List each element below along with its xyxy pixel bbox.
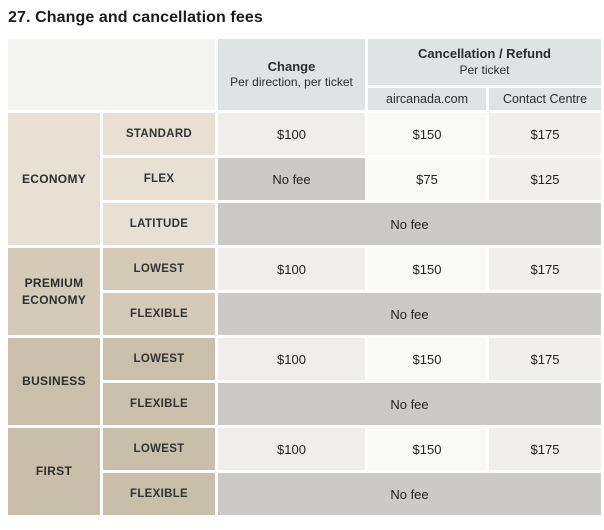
cabin-cell-first-label: FIRST	[35, 464, 73, 479]
fee-cell-premium-economy-flexible-all: No fee	[218, 293, 601, 335]
fee-cell-economy-standard-web-label: $150	[412, 126, 442, 142]
channel-label-contact: Contact Centre	[502, 92, 588, 106]
fare-cell-business-lowest: LOWEST	[103, 338, 215, 380]
fee-cell-business-lowest-change: $100	[218, 338, 365, 380]
header-change-column: Change Per direction, per ticket	[218, 39, 365, 110]
fare-cell-economy-latitude: LATITUDE	[103, 203, 215, 245]
fee-cell-premium-economy-lowest-contact: $175	[489, 248, 601, 290]
cabin-cell-business: BUSINESS	[8, 338, 100, 425]
fee-cell-economy-standard-change-label: $100	[277, 126, 306, 142]
fee-cell-economy-standard-contact-label: $175	[530, 126, 560, 142]
fare-cell-economy-latitude-label: LATITUDE	[129, 218, 189, 230]
channel-label-web: aircanada.com	[386, 92, 468, 106]
fare-cell-economy-standard: STANDARD	[103, 113, 215, 155]
fare-cell-business-flexible: FLEXIBLE	[103, 383, 215, 425]
page-title: 27. Change and cancellation fees	[8, 9, 263, 26]
fee-cell-premium-economy-lowest-web: $150	[368, 248, 486, 290]
fee-cell-economy-flex-change-label: No fee	[272, 171, 311, 187]
fee-cell-business-flexible-all-label: No fee	[390, 396, 429, 412]
fee-cell-first-flexible-all-label: No fee	[390, 486, 429, 502]
fee-cell-first-lowest-web-label: $150	[412, 441, 442, 457]
fee-cell-first-lowest-contact: $175	[489, 428, 601, 470]
fee-cell-premium-economy-lowest-change: $100	[218, 248, 365, 290]
header-cancellation-column: Cancellation / Refund Per ticket	[368, 39, 601, 85]
fee-cell-business-lowest-contact: $175	[489, 338, 601, 380]
cabin-cell-premium-economy: PREMIUM ECONOMY	[8, 248, 100, 335]
fee-cell-economy-latitude-all: No fee	[218, 203, 601, 245]
fare-cell-business-flexible-label: FLEXIBLE	[130, 398, 188, 410]
fee-cell-economy-flex-web-label: $75	[416, 171, 438, 187]
fee-table: Change Per direction, per ticket Cancell…	[8, 39, 601, 515]
fee-cell-first-lowest-contact-label: $175	[530, 441, 560, 457]
fee-cell-economy-flex-web: $75	[368, 158, 486, 200]
page: 27. Change and cancellation fees Change …	[8, 9, 601, 515]
cabin-cell-premium-economy-label: PREMIUM ECONOMY	[21, 276, 87, 307]
change-header-subtitle: Per direction, per ticket	[230, 75, 353, 90]
fee-cell-premium-economy-lowest-web-label: $150	[412, 261, 442, 277]
header-channel-aircanada: aircanada.com	[368, 88, 486, 110]
fee-cell-first-lowest-web: $150	[368, 428, 486, 470]
fare-cell-premium-economy-flexible-label: FLEXIBLE	[130, 308, 188, 320]
fee-cell-economy-standard-contact: $175	[489, 113, 601, 155]
fee-cell-first-lowest-change: $100	[218, 428, 365, 470]
fee-cell-premium-economy-lowest-contact-label: $175	[530, 261, 560, 277]
fare-cell-economy-flex: FLEX	[103, 158, 215, 200]
fee-cell-business-lowest-web: $150	[368, 338, 486, 380]
cabin-cell-economy-label: ECONOMY	[21, 171, 87, 186]
fare-cell-economy-standard-label: STANDARD	[125, 128, 193, 140]
fee-cell-business-lowest-web-label: $150	[412, 351, 442, 367]
cancellation-header-title: Cancellation / Refund	[418, 46, 551, 62]
header-channel-contact-centre: Contact Centre	[489, 88, 601, 110]
change-header-title: Change	[267, 58, 316, 74]
fare-cell-first-flexible-label: FLEXIBLE	[130, 488, 188, 500]
fee-cell-economy-flex-contact-label: $125	[530, 171, 560, 187]
fee-cell-business-lowest-change-label: $100	[277, 351, 306, 367]
fare-cell-first-lowest-label: LOWEST	[133, 443, 185, 455]
fee-cell-premium-economy-flexible-all-label: No fee	[390, 306, 429, 322]
fare-cell-first-flexible: FLEXIBLE	[103, 473, 215, 515]
fee-cell-economy-standard-web: $150	[368, 113, 486, 155]
fare-cell-economy-flex-label: FLEX	[143, 173, 175, 185]
fee-cell-premium-economy-lowest-change-label: $100	[277, 261, 306, 277]
fee-cell-first-lowest-change-label: $100	[277, 441, 306, 457]
cabin-cell-business-label: BUSINESS	[22, 374, 86, 389]
cancellation-header-subtitle: Per ticket	[459, 62, 510, 77]
fee-cell-first-flexible-all: No fee	[218, 473, 601, 515]
fee-cell-economy-flex-change: No fee	[218, 158, 365, 200]
cabin-cell-economy: ECONOMY	[8, 113, 100, 245]
fee-cell-economy-latitude-all-label: No fee	[390, 216, 429, 232]
fee-cell-business-flexible-all: No fee	[218, 383, 601, 425]
fare-cell-business-lowest-label: LOWEST	[133, 353, 185, 365]
fare-cell-premium-economy-lowest: LOWEST	[103, 248, 215, 290]
fee-cell-economy-standard-change: $100	[218, 113, 365, 155]
fare-cell-premium-economy-flexible: FLEXIBLE	[103, 293, 215, 335]
header-corner-cell	[8, 39, 215, 110]
cabin-cell-first: FIRST	[8, 428, 100, 515]
fare-cell-premium-economy-lowest-label: LOWEST	[133, 263, 185, 275]
fee-cell-business-lowest-contact-label: $175	[530, 351, 560, 367]
fare-cell-first-lowest: LOWEST	[103, 428, 215, 470]
fee-cell-economy-flex-contact: $125	[489, 158, 601, 200]
